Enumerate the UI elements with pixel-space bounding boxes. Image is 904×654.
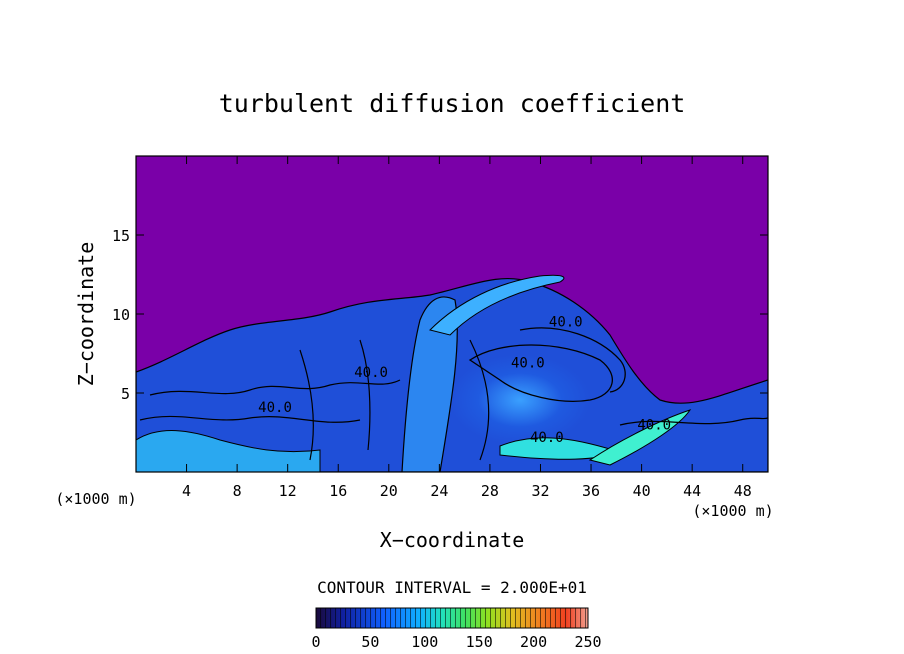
contour-label: 40.0 [354, 365, 388, 381]
colorbar-stripes [316, 608, 588, 628]
contour-label: 40.0 [530, 430, 564, 446]
wave-arc [429, 274, 565, 336]
vortex [450, 355, 590, 445]
x-tick-label: 20 [380, 482, 398, 500]
x-tick-label: 16 [329, 482, 347, 500]
x-tick-label: 12 [279, 482, 297, 500]
streamer-3 [469, 339, 490, 461]
chart-title: turbulent diffusion coefficient [219, 89, 686, 118]
contour-label: 40.0 [549, 315, 583, 331]
x-tick-label: 36 [582, 482, 600, 500]
y-axis-label: Z−coordinate [74, 242, 98, 387]
colorbar: 0 50 100 150 200 250 [311, 607, 602, 651]
colorbar-tick-label: 50 [361, 633, 379, 651]
x-axis-label: X−coordinate [380, 528, 525, 552]
contour-label: 40.0 [511, 356, 545, 372]
y-axis-ticks: 5 10 15 [112, 227, 768, 403]
y-tick-label: 15 [112, 227, 130, 245]
vortex-contour [468, 344, 613, 402]
y-tick-label: 5 [121, 385, 130, 403]
colorbar-tick-label: 250 [574, 633, 601, 651]
colorbar-tick-label: 0 [311, 633, 320, 651]
colorbar-tick-label: 150 [466, 633, 493, 651]
surface-streak-3 [136, 430, 321, 472]
x-tick-label: 40 [633, 482, 651, 500]
x-axis-ticks: 4 8 12 16 20 24 28 32 36 40 44 48 [182, 156, 752, 500]
y-tick-label: 10 [112, 306, 130, 324]
x-axis-unit-left: (×1000 m) [55, 490, 136, 508]
upper-contour [519, 327, 626, 393]
left-contour-2 [139, 415, 361, 423]
x-axis-unit-right: (×1000 m) [692, 502, 773, 520]
x-tick-label: 8 [233, 482, 242, 500]
colorbar-frame [315, 607, 589, 629]
x-tick-label: 28 [481, 482, 499, 500]
x-tick-label: 4 [182, 482, 191, 500]
contour-interval-label: CONTOUR INTERVAL = 2.000E+01 [317, 578, 587, 597]
x-tick-label: 48 [734, 482, 752, 500]
streamer-1 [359, 339, 371, 451]
left-contour [149, 379, 401, 396]
x-tick-label: 24 [430, 482, 448, 500]
contour-label: 40.0 [258, 400, 292, 416]
turbulent-region [136, 274, 768, 472]
surface-streak-2 [588, 409, 692, 466]
right-contour [619, 417, 768, 426]
x-tick-label: 32 [531, 482, 549, 500]
streamer-2 [299, 349, 314, 461]
plot-area: 40.0 40.0 40.0 40.0 40.0 40.0 [136, 156, 768, 472]
colorbar-tick-label: 100 [411, 633, 438, 651]
colorbar-ticks: 0 50 100 150 200 250 [311, 633, 601, 651]
x-tick-label: 44 [683, 482, 701, 500]
colorbar-tick-label: 200 [520, 633, 547, 651]
contour-label: 40.0 [637, 417, 671, 433]
contour-labels: 40.0 40.0 40.0 40.0 40.0 40.0 [258, 315, 671, 446]
